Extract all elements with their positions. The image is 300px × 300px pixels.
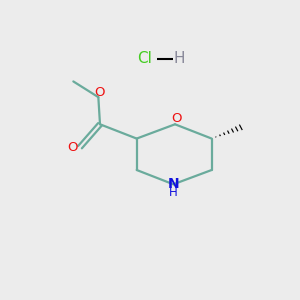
Text: H: H bbox=[174, 51, 185, 66]
Text: Cl: Cl bbox=[138, 51, 152, 66]
Text: H: H bbox=[169, 186, 178, 199]
Text: O: O bbox=[68, 141, 78, 154]
Text: O: O bbox=[95, 85, 105, 98]
Text: O: O bbox=[172, 112, 182, 124]
Text: N: N bbox=[167, 177, 179, 191]
